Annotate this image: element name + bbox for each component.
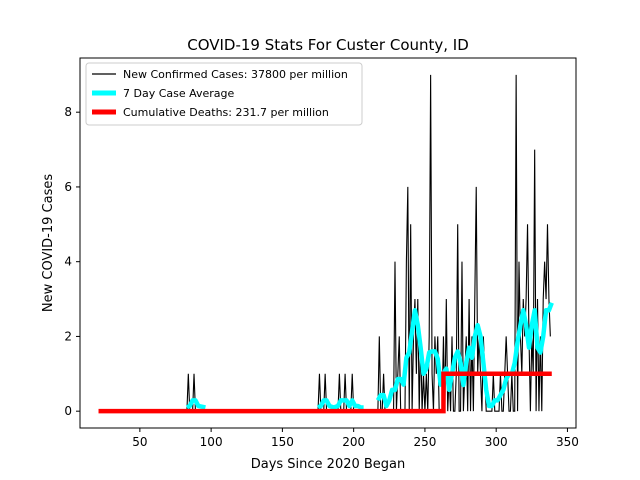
- x-tick-label-100: 100: [200, 435, 223, 449]
- x-tick-label-300: 300: [485, 435, 508, 449]
- y-tick-label-2: 2: [64, 329, 72, 343]
- x-tick-label-350: 350: [556, 435, 579, 449]
- legend-label-7day-average: 7 Day Case Average: [123, 87, 235, 100]
- y-tick-label-6: 6: [64, 180, 72, 194]
- series-line-7day-average-segment-1: [185, 398, 206, 410]
- y-axis-label: New COVID-19 Cases: [41, 174, 56, 312]
- x-tick-label-150: 150: [271, 435, 294, 449]
- x-tick-label-50: 50: [132, 435, 147, 449]
- legend-label-new-cases: New Confirmed Cases: 37800 per million: [123, 68, 348, 81]
- plot-lines: [98, 74, 554, 414]
- legend-label-cumulative-deaths: Cumulative Deaths: 231.7 per million: [123, 106, 329, 119]
- x-tick-label-250: 250: [413, 435, 436, 449]
- x-axis-ticks: 50 100 150 200 250 300 350: [132, 428, 579, 449]
- x-tick-label-200: 200: [342, 435, 365, 449]
- y-axis-ticks: 0 2 4 6 8: [64, 105, 80, 418]
- x-axis-label: Days Since 2020 Began: [251, 457, 406, 472]
- series-line-7day-average-segment-2: [316, 398, 364, 410]
- chart-title: COVID-19 Stats For Custer County, ID: [187, 36, 469, 54]
- legend-box: [85, 62, 363, 126]
- y-tick-label-8: 8: [64, 105, 72, 119]
- y-tick-label-4: 4: [64, 255, 72, 269]
- plot-frame: [79, 57, 577, 429]
- y-tick-label-0: 0: [64, 404, 72, 418]
- legend: New Confirmed Cases: 37800 per million 7…: [85, 62, 363, 126]
- series-line-cumulative-deaths: [98, 371, 552, 414]
